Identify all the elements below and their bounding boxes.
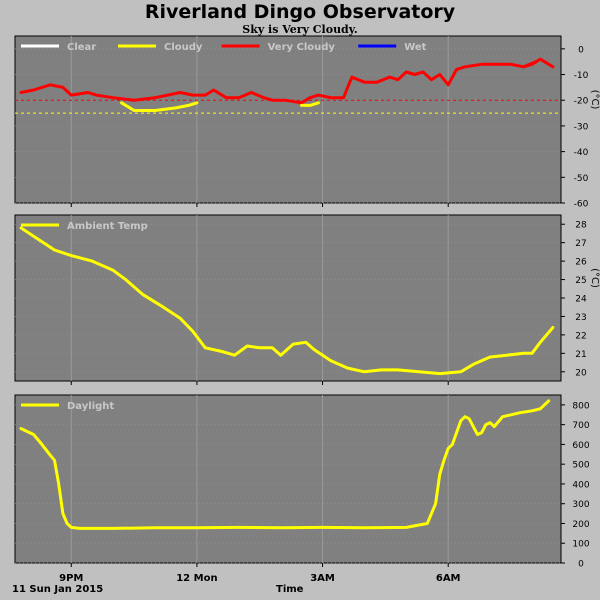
ambient-y-tick-label: 28 <box>575 221 587 231</box>
sky-y-tick-label: -10 <box>574 71 589 81</box>
sky-y-tick-label: -50 <box>574 174 589 184</box>
ambient-y-axis-label: (°C) <box>589 268 600 288</box>
sky-status-subtitle: Sky is Very Cloudy. <box>242 23 358 36</box>
ambient-y-tick-label: 26 <box>575 258 587 268</box>
sky-series-line <box>300 101 320 107</box>
date-label: 11 Sun Jan 2015 <box>12 584 104 595</box>
daylight-y-tick-label: 200 <box>572 520 589 530</box>
x-tick-label: 6AM <box>436 573 461 584</box>
daylight-y-tick-label: 400 <box>572 480 589 490</box>
ambient-y-tick-label: 24 <box>575 295 587 305</box>
sky-y-axis-label: (°C) <box>589 90 600 110</box>
x-tick-label: 12 Mon <box>176 573 217 584</box>
daylight-y-tick-label: 800 <box>572 401 589 411</box>
daylight-legend-label: Daylight <box>67 401 114 412</box>
x-tick-label: 3AM <box>310 573 335 584</box>
daylight-y-tick-label: 300 <box>572 500 589 510</box>
daylight-y-tick-label: 600 <box>572 441 589 451</box>
sky-series-line <box>522 57 555 69</box>
ambient-y-tick-label: 25 <box>575 276 586 286</box>
ambient-y-tick-label: 20 <box>575 368 587 378</box>
sky-y-tick-label: -60 <box>574 200 589 210</box>
ambient-y-tick-label: 27 <box>575 239 586 249</box>
ambient-y-tick-label: 23 <box>575 313 586 323</box>
sky-y-tick-label: 0 <box>578 45 584 55</box>
daylight-y-tick-label: 0 <box>578 560 584 570</box>
sky-y-tick-label: -30 <box>574 122 589 132</box>
sky-plot-area <box>14 35 562 204</box>
ambient-y-tick-label: 22 <box>575 331 586 341</box>
ambient-series-line <box>19 226 555 376</box>
sky-series-line <box>120 101 199 112</box>
daylight-y-tick-label: 500 <box>572 461 589 471</box>
sky-legend-label: Wet <box>404 42 426 53</box>
daylight-y-tick-label: 100 <box>572 540 589 550</box>
x-axis-title: Time <box>276 584 304 595</box>
sky-series-line <box>19 60 538 105</box>
chart-title: Riverland Dingo Observatory <box>144 1 456 23</box>
daylight-series-line <box>19 399 551 530</box>
sky-legend-label: Very Cloudy <box>268 42 336 53</box>
ambient-y-tick-label: 21 <box>575 350 586 360</box>
sky-y-tick-label: -20 <box>574 97 589 107</box>
daylight-plot-area <box>14 394 562 564</box>
x-tick-label: 9PM <box>59 573 83 584</box>
ambient-legend-label: Ambient Temp <box>67 221 148 232</box>
sky-legend-label: Cloudy <box>164 42 203 53</box>
sky-y-tick-label: -40 <box>574 148 589 158</box>
daylight-y-tick-label: 700 <box>572 421 589 431</box>
sky-legend-label: Clear <box>67 42 96 53</box>
